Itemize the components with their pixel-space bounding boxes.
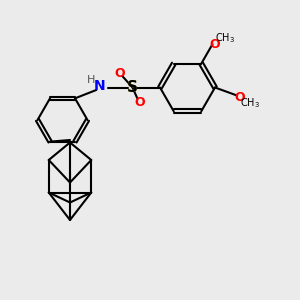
Text: O: O [135,96,145,109]
Text: N: N [94,79,106,93]
Text: O: O [115,67,125,80]
Text: H: H [87,75,95,85]
Text: O: O [235,91,245,104]
Text: CH$_3$: CH$_3$ [240,96,260,110]
Text: O: O [210,38,220,51]
Text: CH$_3$: CH$_3$ [215,31,235,45]
Text: S: S [127,80,138,95]
Text: S: S [127,80,138,95]
